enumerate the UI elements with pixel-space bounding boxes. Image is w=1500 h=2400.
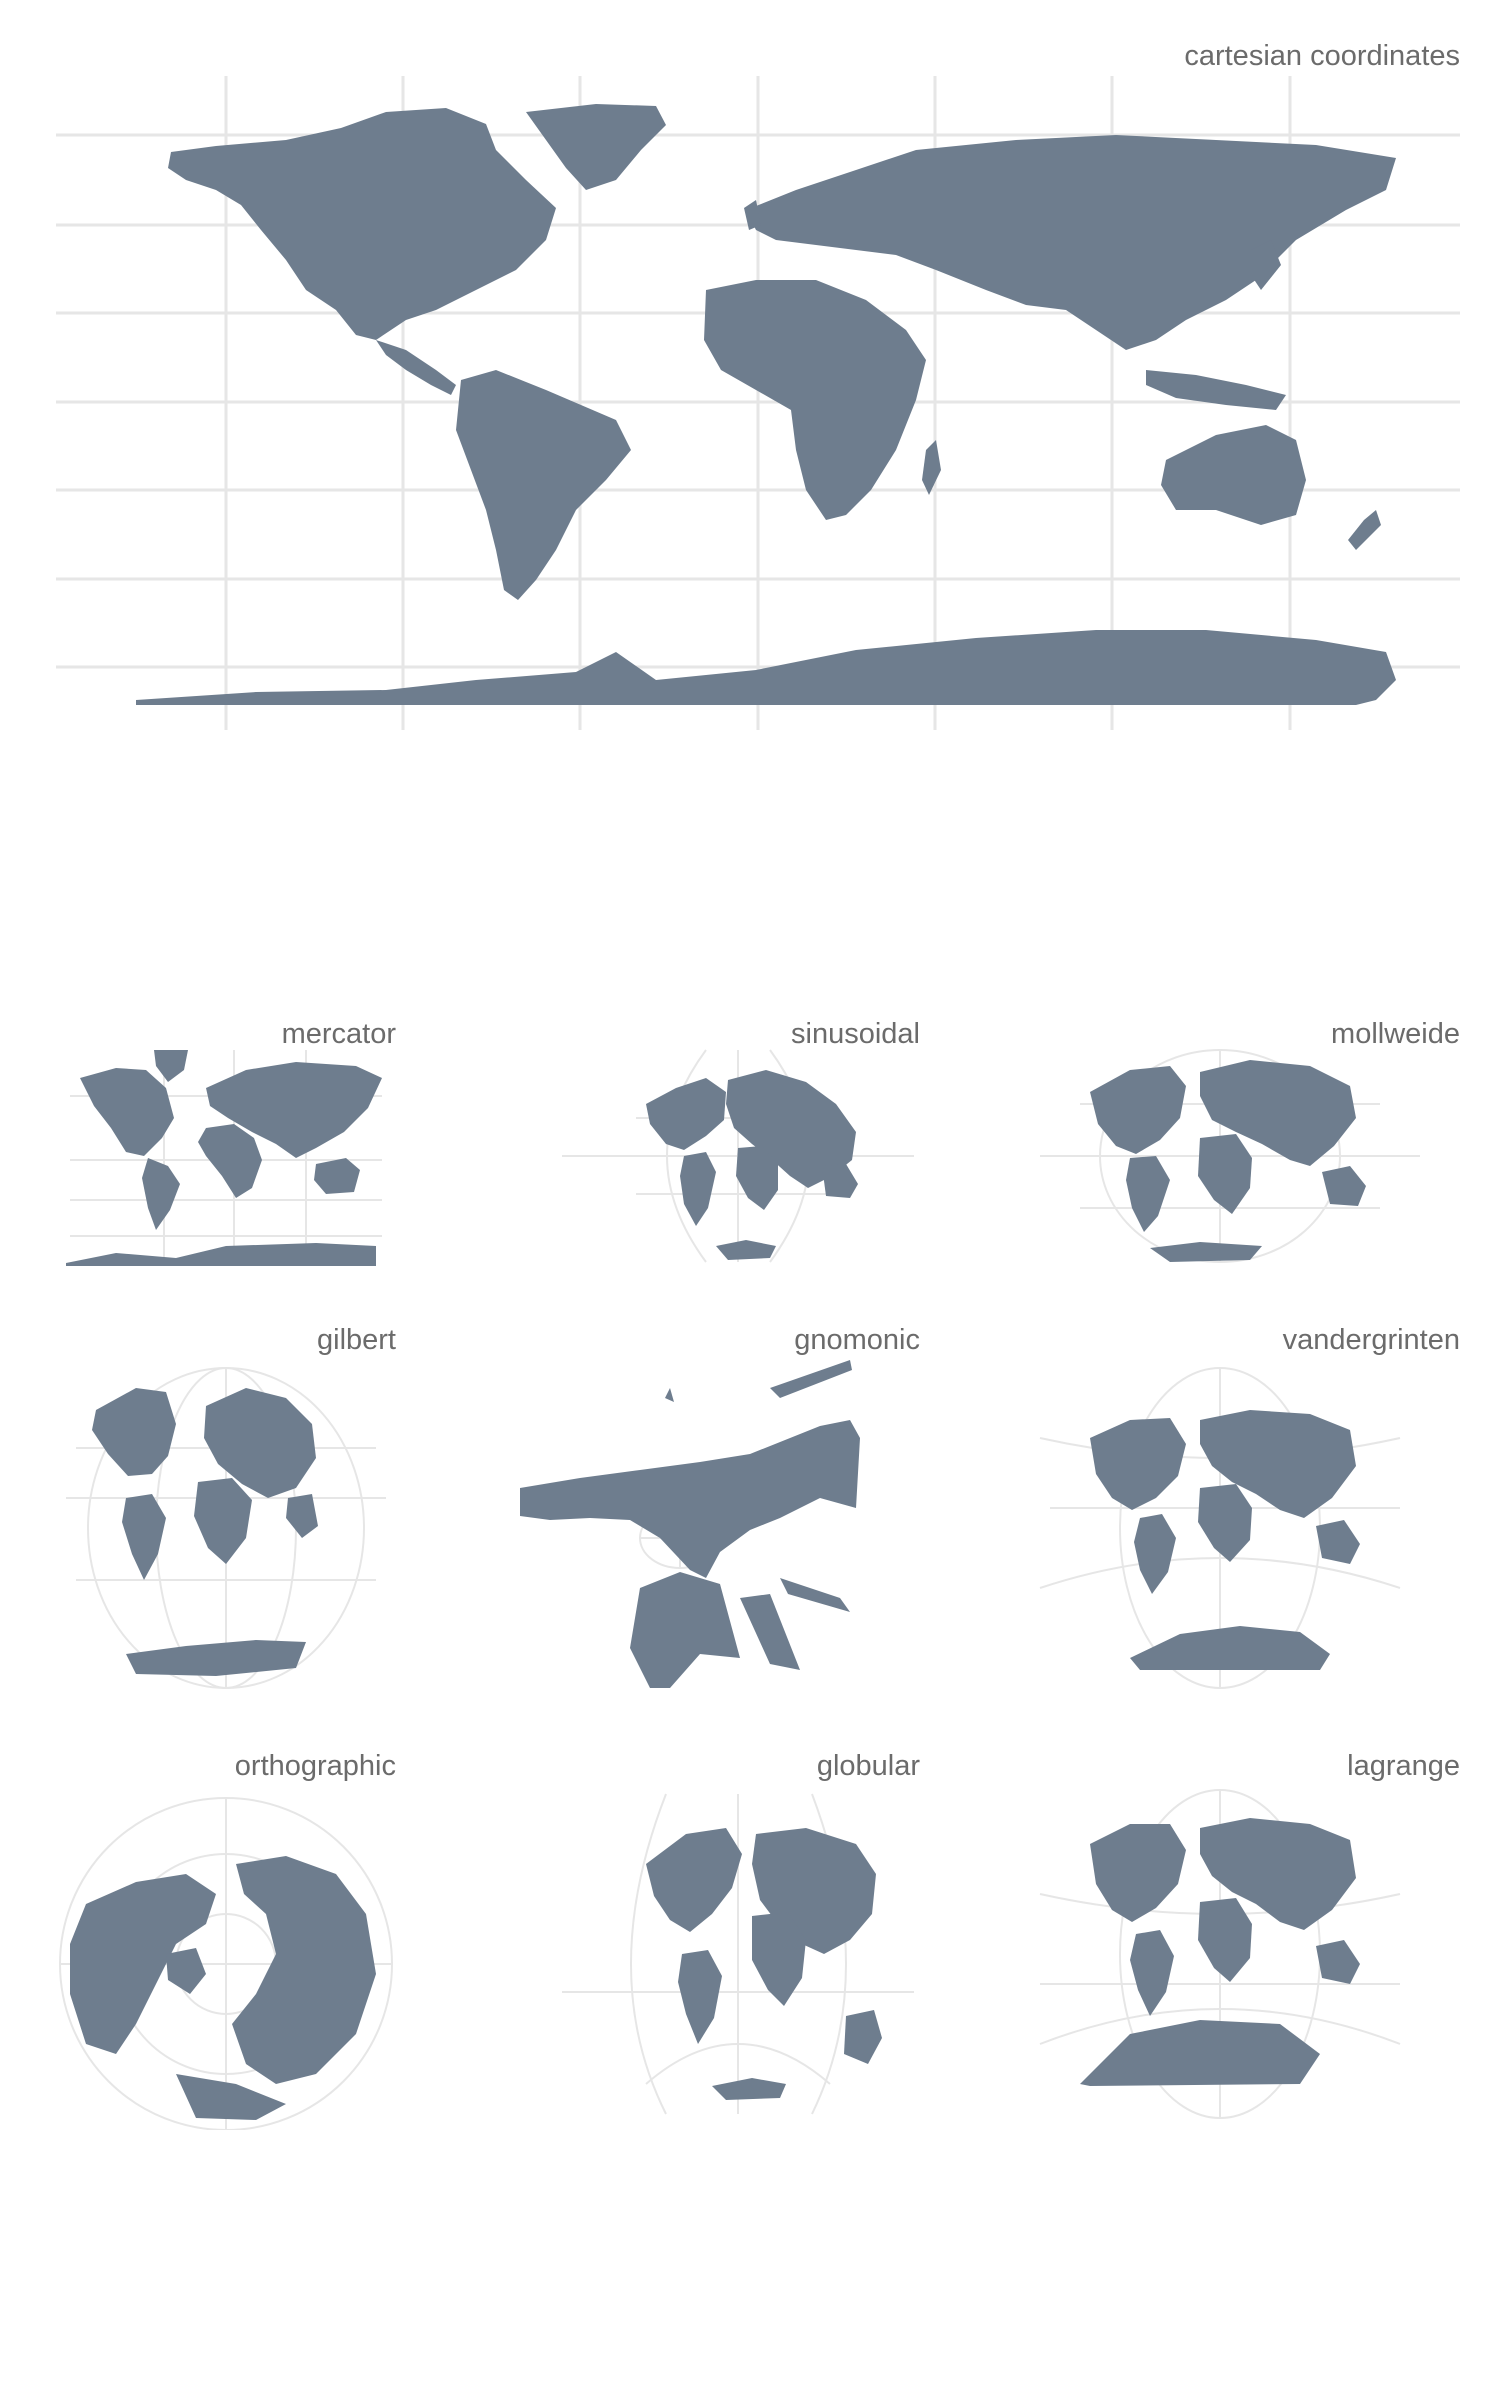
graticule xyxy=(562,1793,914,2115)
landmasses xyxy=(92,1388,318,1676)
vandergrinten-map xyxy=(1039,1367,1401,1689)
landmasses xyxy=(646,1828,882,2100)
orthographic-map xyxy=(59,1797,393,2130)
landmasses xyxy=(70,1856,376,2120)
mollweide-map xyxy=(1040,1049,1420,1263)
landmasses xyxy=(66,1050,382,1266)
map-title: orthographic xyxy=(234,1750,396,1782)
map-panel-vandergrinten: vandergrinten xyxy=(1000,1324,1460,1704)
landmasses xyxy=(136,104,1396,705)
landmasses xyxy=(1090,1060,1366,1262)
gnomonic-map xyxy=(520,1360,860,1688)
map-panel-cartesian: cartesian coordinates xyxy=(56,40,1460,740)
map-title: lagrange xyxy=(1347,1750,1460,1782)
map-title: mercator xyxy=(281,1018,396,1050)
map-panel-globular: globular xyxy=(556,1750,920,2130)
cartesian-map xyxy=(56,76,1460,730)
map-panel-mercator: mercator xyxy=(56,1018,396,1278)
globular-map xyxy=(562,1793,914,2115)
map-title: gilbert xyxy=(317,1324,396,1356)
map-title: globular xyxy=(816,1750,920,1782)
map-title: mollweide xyxy=(1331,1018,1460,1050)
map-title: sinusoidal xyxy=(791,1018,920,1050)
gilbert-map xyxy=(66,1367,386,1689)
map-panel-mollweide: mollweide xyxy=(1000,1018,1460,1278)
map-title: vandergrinten xyxy=(1282,1324,1460,1356)
sinusoidal-map xyxy=(562,1049,914,1263)
map-panel-gilbert: gilbert xyxy=(56,1324,396,1704)
map-title: cartesian coordinates xyxy=(1184,40,1460,72)
landmasses xyxy=(646,1070,858,1260)
landmasses xyxy=(520,1360,860,1688)
map-title: gnomonic xyxy=(794,1324,920,1356)
landmasses xyxy=(1080,1818,1360,2086)
map-panel-orthographic: orthographic xyxy=(56,1750,396,2130)
lagrange-map xyxy=(1039,1789,1401,2119)
landmasses xyxy=(1090,1410,1360,1670)
mercator-map xyxy=(66,1050,382,1266)
map-panel-lagrange: lagrange xyxy=(1000,1750,1460,2130)
map-panel-sinusoidal: sinusoidal xyxy=(556,1018,920,1278)
map-panel-gnomonic: gnomonic xyxy=(520,1324,920,1704)
